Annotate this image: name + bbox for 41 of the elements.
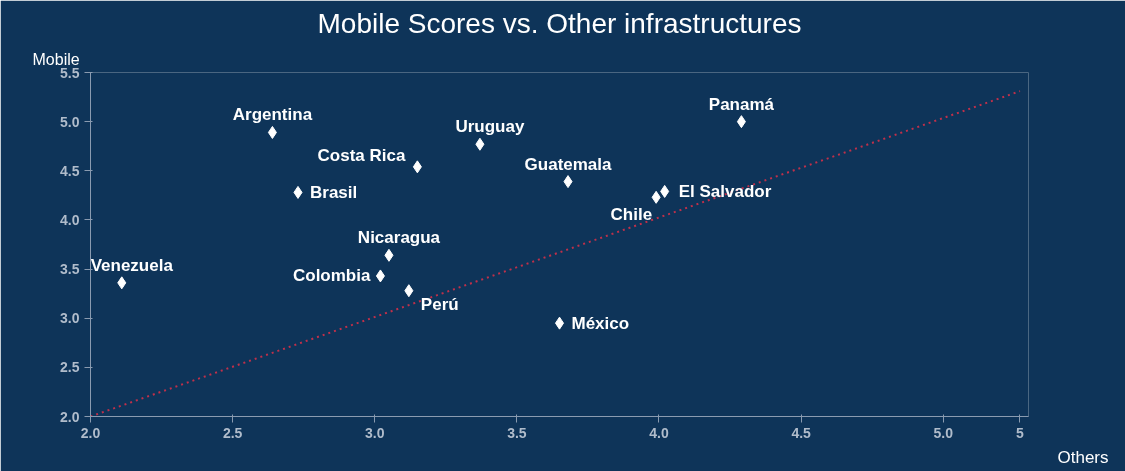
x-tick-label: 2.5 [222, 424, 243, 441]
x-tick-label: 5.0 [933, 424, 954, 441]
series-label: Argentina [232, 105, 313, 125]
x-tick-label: 3.5 [507, 424, 527, 441]
x-tick-label: 4.5 [791, 424, 812, 441]
y-tick-label: 3.0 [60, 310, 80, 327]
y-tick-label: 5.0 [60, 113, 80, 130]
point [293, 185, 303, 199]
series-label: Perú [420, 294, 459, 314]
point [651, 190, 661, 204]
series-label: Chile [610, 205, 653, 225]
x-axis-title: Others [1057, 447, 1109, 467]
series-label: Colombia [292, 266, 371, 286]
series-label: Guatemala [524, 154, 613, 174]
y-tick-label: 2.0 [60, 408, 80, 425]
point [412, 160, 422, 174]
point [404, 284, 414, 298]
point [475, 137, 485, 151]
y-tick-label: 4.0 [60, 211, 80, 228]
series-label: Costa Rica [317, 145, 406, 165]
y-tick-label: 4.5 [60, 162, 80, 179]
point [563, 175, 573, 189]
point [117, 276, 127, 290]
x-tick-label: 2.0 [80, 424, 101, 441]
chart-title: Mobile Scores vs. Other infrastructures [317, 7, 802, 39]
series-label: México [571, 313, 630, 333]
y-tick-label: 2.5 [60, 359, 80, 376]
x-tick-label: 4.0 [649, 424, 669, 441]
point [384, 248, 394, 262]
series-label: Panamá [708, 94, 775, 114]
y-tick-label: 3.5 [60, 261, 80, 278]
series-label: Brasil [310, 182, 358, 202]
point [375, 269, 385, 283]
x-tick-label: 3.0 [365, 424, 385, 441]
point [267, 125, 277, 139]
point [660, 184, 670, 198]
series-label: Uruguay [455, 117, 525, 137]
series-label: Nicaragua [357, 228, 441, 248]
series-label: Venezuela [90, 255, 174, 275]
point [736, 115, 746, 129]
x-tick-label: 5 [1016, 424, 1025, 441]
